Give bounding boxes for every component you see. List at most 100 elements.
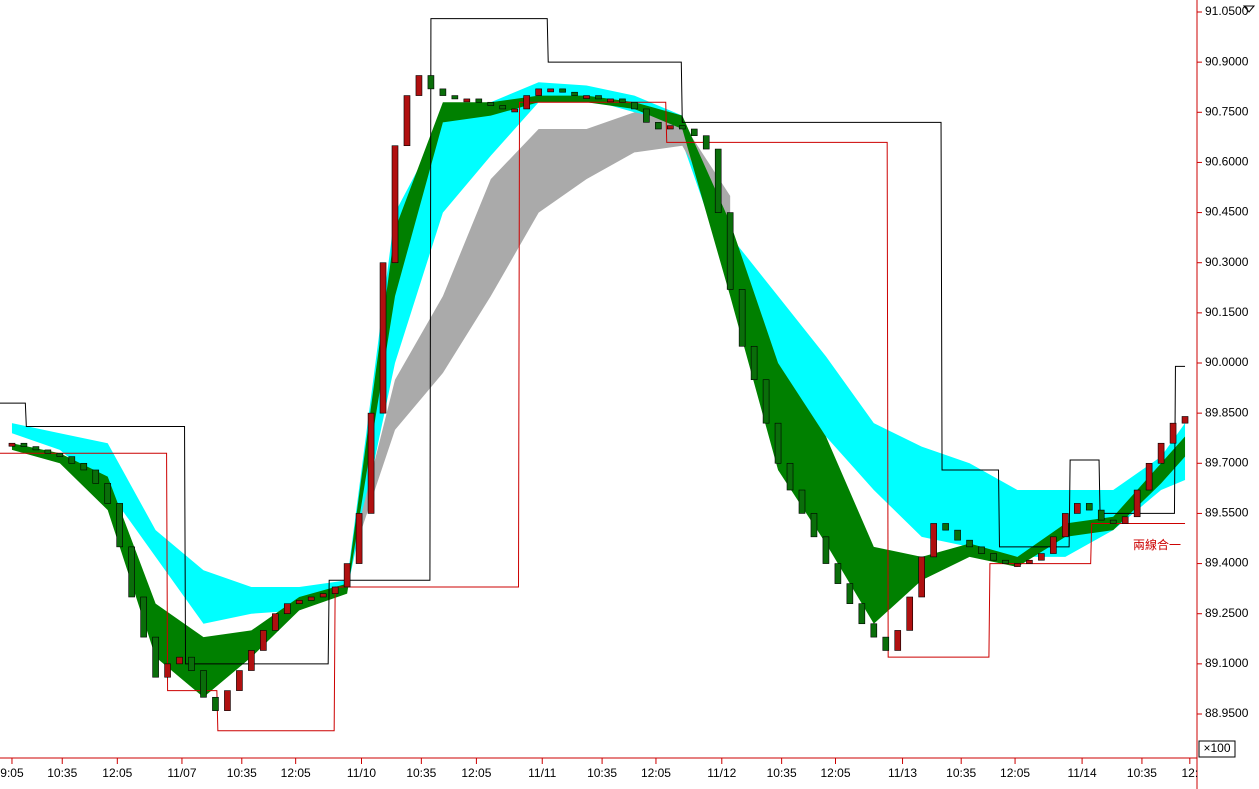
candle [978,546,985,554]
candle [834,563,842,584]
candle [80,462,88,471]
x-tick-label: 12:05 [641,766,671,780]
candle [236,670,243,691]
x-tick-label: 10:35 [406,766,436,780]
candle [1074,503,1081,514]
candle [906,596,914,631]
x-tick-label: 10:35 [767,766,797,780]
candle [942,523,949,531]
candle [1002,559,1009,564]
candle [547,88,554,93]
candle [307,596,315,601]
candle [355,513,363,564]
candle [104,483,112,504]
candle [595,95,602,100]
candle [822,536,830,564]
candle [918,556,925,598]
candle [966,539,973,548]
candle [930,523,937,558]
band [11,82,1186,624]
y-tick-label: 90.7500 [1205,104,1249,118]
candle [726,212,734,290]
candle [1133,489,1141,518]
candle [894,630,902,651]
candle [499,105,507,110]
candle [619,98,626,103]
candle [272,613,279,631]
candle [1157,442,1165,464]
x-tick-label: 12: [1181,766,1198,780]
candle [367,412,375,514]
x-tick-label: 12:05 [102,766,132,780]
candle [1062,513,1069,538]
x-tick-label: 12:05 [1000,766,1030,780]
menu-arrow[interactable] [1242,5,1256,13]
candle [511,108,519,113]
y-tick-label: 89.2500 [1205,606,1249,620]
candle [475,98,483,103]
y-tick-label: 90.6000 [1205,155,1249,169]
candle [379,262,387,414]
x-tick-label: 12:05 [461,766,491,780]
candle [68,456,76,464]
step-line [0,18,1186,665]
candle [559,88,566,93]
candle [92,469,100,484]
candle [248,650,255,671]
x-tick-label: 11/13 [888,766,917,780]
candle [1145,462,1153,491]
scale-label: ×100 [1203,741,1230,755]
candle [44,449,52,454]
candle [415,75,423,96]
annotation: 兩線合一 [1133,537,1181,552]
x-tick-label: 10:35 [47,766,77,780]
candle [439,88,447,96]
x-tick-label: 12:05 [281,766,311,780]
candle [714,148,722,213]
candle [798,489,806,514]
candle [1109,519,1117,524]
candle [188,656,195,671]
candle [1097,509,1105,521]
candle [882,636,890,651]
candle [391,145,399,264]
scale-box [1198,740,1236,758]
candle [523,95,530,110]
candle [295,600,303,604]
candle [1014,563,1021,567]
candle [1050,536,1057,554]
candle [690,128,698,136]
candle [738,289,746,347]
x-tick-label: 10:35 [1127,766,1157,780]
y-tick-label: 88.9500 [1205,706,1249,720]
candle [774,422,782,464]
candle [702,135,710,150]
x-tick-label: 11/12 [707,766,736,780]
candle [1169,422,1177,444]
y-tick-label: 90.3000 [1205,255,1249,269]
x-tick-label: 10:35 [587,766,617,780]
candle [1038,553,1045,561]
candle [1026,559,1033,564]
candle [571,91,578,96]
y-tick-label: 90.9000 [1205,54,1249,68]
candle [535,88,542,96]
y-tick-label: 89.8500 [1205,405,1249,419]
candle [870,623,878,638]
candle [116,503,123,548]
y-tick-label: 91.0500 [1205,4,1249,18]
plot-area [0,18,1189,732]
candle [655,122,662,130]
candle [990,553,997,561]
x-tick-label: 9:05 [0,766,24,780]
candle [1085,503,1093,511]
candle [678,125,686,130]
y-tick-label: 89.1000 [1205,656,1249,670]
candle [786,462,794,491]
x-tick-label: 12:05 [820,766,850,780]
candle [427,75,435,90]
candle [224,690,231,711]
candle [858,603,866,625]
candle [810,513,818,538]
candle [128,546,135,598]
